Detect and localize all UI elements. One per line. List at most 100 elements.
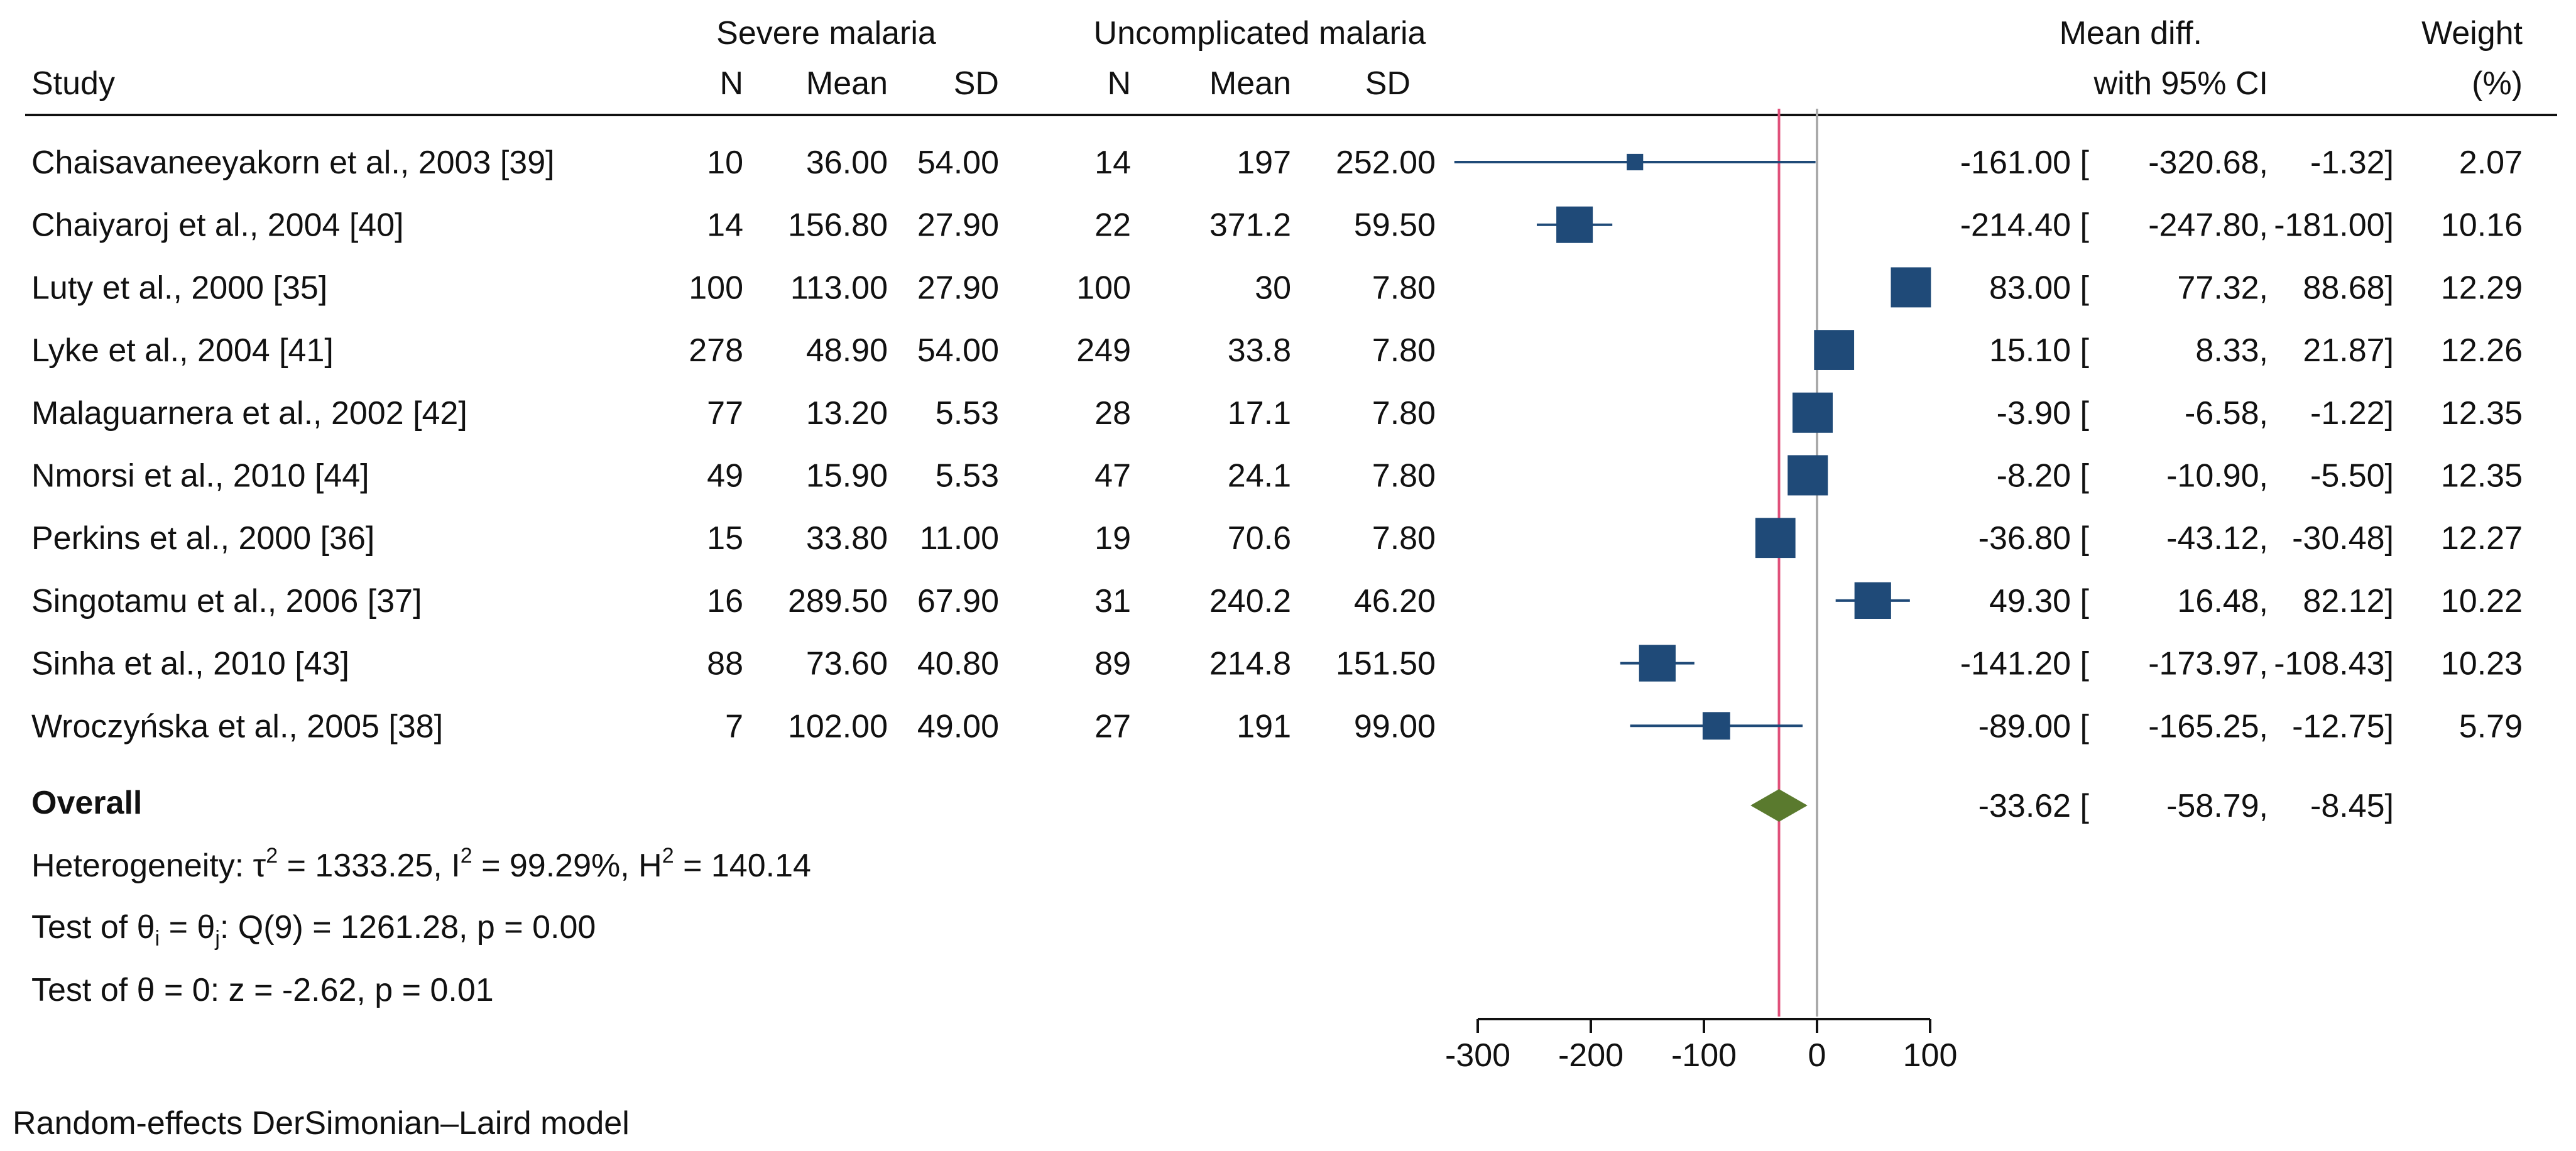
cell-weight: 2.07	[2459, 145, 2523, 181]
effect-marker	[1854, 582, 1891, 619]
cell-sd2: 99.00	[1354, 708, 1436, 745]
cell-lo: -43.12,	[2166, 520, 2268, 557]
cell-study: Chaiyaroj et al., 2004 [40]	[31, 207, 404, 244]
cell-mean2: 17.1	[1228, 395, 1291, 432]
cell-n2: 22	[1094, 207, 1131, 244]
cell-mean2: 24.1	[1228, 458, 1291, 494]
plot-area: -300 -200 -100 0 100	[1445, 109, 1957, 1074]
cell-lo: 16.48,	[2177, 583, 2268, 619]
header-mean1: Mean	[806, 65, 888, 102]
cell-sd2: 151.50	[1336, 646, 1436, 682]
cell-mean1: 73.60	[806, 646, 888, 682]
cell-md: -8.20 [	[1997, 458, 2090, 494]
cell-study: Wroczyńska et al., 2005 [38]	[31, 708, 443, 745]
cell-lo: -6.58,	[2185, 395, 2268, 432]
cell-sd2: 7.80	[1372, 520, 1436, 557]
cell-lo: 8.33,	[2195, 332, 2268, 369]
cell-sd1: 5.53	[936, 395, 999, 432]
cell-lo: -10.90,	[2166, 458, 2268, 494]
cell-sd1: 5.53	[936, 458, 999, 494]
cell-mean1: 102.00	[788, 708, 888, 745]
effect-marker	[1639, 645, 1676, 682]
overall-md: -33.62 [	[1978, 788, 2090, 824]
cell-hi: 21.87]	[2303, 332, 2394, 369]
cell-mean1: 48.90	[806, 332, 888, 369]
effect-marker	[1814, 330, 1855, 370]
cell-n2: 27	[1094, 708, 1131, 745]
study-rows: Chaisavaneeyakorn et al., 2003 [39] 10 36.…	[31, 145, 2523, 824]
cell-n1: 49	[707, 458, 743, 494]
cell-mean1: 156.80	[788, 207, 888, 244]
cell-weight: 12.29	[2441, 270, 2523, 306]
overall-diamond	[1750, 789, 1808, 822]
test-zero-stats: Test of θ = 0: z = -2.62, p = 0.01	[31, 972, 494, 1008]
cell-mean2: 371.2	[1209, 207, 1291, 244]
cell-md: 15.10 [	[1989, 332, 2090, 369]
cell-hi: 88.68]	[2303, 270, 2394, 306]
study-row: Luty et al., 2000 [35] 100 113.00 27.90 100 3…	[31, 270, 2523, 306]
cell-hi: -1.32]	[2310, 145, 2394, 181]
cell-sd1: 40.80	[917, 646, 999, 682]
model-footnote: Random-effects DerSimonian–Laird model	[13, 1105, 630, 1142]
cell-n1: 278	[689, 332, 743, 369]
header-mean2: Mean	[1209, 65, 1291, 102]
cell-study: Sinha et al., 2010 [43]	[31, 646, 349, 682]
cell-md: 83.00 [	[1989, 270, 2090, 306]
cell-mean2: 191	[1236, 708, 1291, 745]
cell-mean1: 33.80	[806, 520, 888, 557]
header-sd1: SD	[954, 65, 999, 102]
cell-md: -3.90 [	[1997, 395, 2090, 432]
cell-mean2: 30	[1255, 270, 1291, 306]
cell-hi: -1.22]	[2310, 395, 2394, 432]
header-weight-line1: Weight	[2421, 15, 2523, 52]
cell-mean1: 13.20	[806, 395, 888, 432]
cell-study: Nmorsi et al., 2010 [44]	[31, 458, 369, 494]
cell-hi: -181.00]	[2274, 207, 2394, 244]
cell-weight: 12.26	[2441, 332, 2523, 369]
cell-sd1: 67.90	[917, 583, 999, 619]
cell-md: -214.40 [	[1960, 207, 2090, 244]
cell-weight: 12.35	[2441, 395, 2523, 432]
header-study: Study	[31, 65, 115, 102]
cell-sd1: 54.00	[917, 145, 999, 181]
cell-lo: -173.97,	[2148, 646, 2268, 682]
cell-mean1: 289.50	[788, 583, 888, 619]
header-group2: Uncomplicated malaria	[1094, 15, 1426, 52]
study-row: Lyke et al., 2004 [41] 278 48.90 54.00 249 33…	[31, 332, 2523, 369]
cell-sd1: 54.00	[917, 332, 999, 369]
cell-mean1: 36.00	[806, 145, 888, 181]
study-row: Perkins et al., 2000 [36] 15 33.80 11.00 19 7…	[31, 520, 2523, 557]
cell-n1: 16	[707, 583, 743, 619]
cell-md: -89.00 [	[1978, 708, 2090, 745]
cell-lo: -165.25,	[2148, 708, 2268, 745]
test-equality-stats: Test of θi = θj: Q(9) = 1261.28, p = 0.0…	[31, 909, 596, 951]
cell-weight: 10.22	[2441, 583, 2523, 619]
study-row: Wroczyńska et al., 2005 [38] 7 102.00 49.00…	[31, 708, 2523, 745]
header-sd2: SD	[1365, 65, 1411, 102]
cell-n1: 15	[707, 520, 743, 557]
cell-sd1: 11.00	[920, 520, 999, 557]
cell-n1: 77	[707, 395, 743, 432]
cell-n2: 100	[1076, 270, 1131, 306]
cell-md: -141.20 [	[1960, 646, 2090, 682]
study-row: Chaiyaroj et al., 2004 [40] 14 156.80 27.90…	[31, 207, 2523, 244]
effect-marker	[1792, 392, 1833, 433]
header-effect-line2: with 95% CI	[2093, 65, 2268, 102]
cell-sd2: 7.80	[1372, 270, 1436, 306]
cell-weight: 12.27	[2441, 520, 2523, 557]
cell-mean2: 70.6	[1228, 520, 1291, 557]
cell-n1: 10	[707, 145, 743, 181]
cell-mean2: 33.8	[1228, 332, 1291, 369]
cell-sd2: 46.20	[1354, 583, 1436, 619]
cell-sd2: 59.50	[1354, 207, 1436, 244]
x-tick-label: 0	[1808, 1037, 1826, 1074]
study-row: Nmorsi et al., 2010 [44] 49 15.90 5.53 47 24.…	[31, 458, 2523, 494]
cell-mean2: 214.8	[1209, 646, 1291, 682]
effect-marker	[1556, 206, 1593, 243]
cell-n1: 7	[725, 708, 743, 745]
header-group1: Severe malaria	[716, 15, 936, 52]
cell-hi: 82.12]	[2303, 583, 2394, 619]
study-row: Chaisavaneeyakorn et al., 2003 [39] 10 36.…	[31, 145, 2523, 181]
cell-mean2: 197	[1236, 145, 1291, 181]
